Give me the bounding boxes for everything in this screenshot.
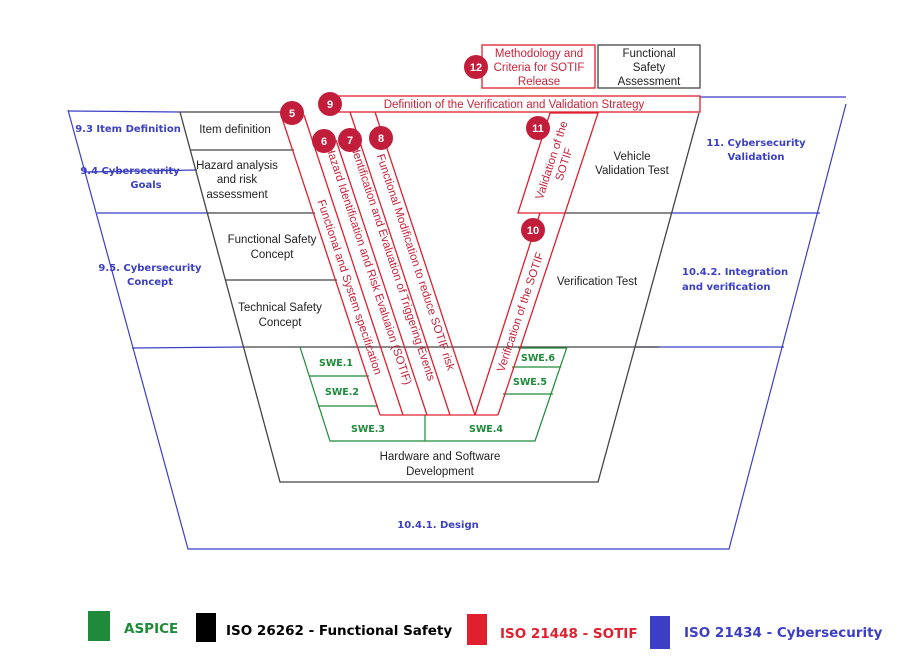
red-line — [335, 139, 428, 416]
legend: ASPICE ISO 26262 - Functional Safety ISO… — [88, 611, 883, 649]
functional-safety-frame — [179, 44, 701, 483]
legend-label-aspice: ASPICE — [124, 621, 178, 637]
legend-swatch-aspice — [88, 611, 110, 641]
badge-number: 7 — [347, 135, 353, 147]
legend-label-sotif: ISO 21448 - SOTIF — [500, 626, 638, 642]
badge-7: 7 — [338, 128, 362, 152]
swe3-label: SWE.3 — [351, 424, 385, 435]
fs-vehicle-validation-line: Validation Test — [595, 165, 670, 177]
badge-number: 5 — [289, 108, 295, 120]
fs-verification-test: Verification Test — [557, 276, 638, 288]
cs-integration-line: 10.4.2. Integration — [682, 267, 788, 278]
cs-concept-line: Concept — [127, 277, 173, 288]
red-line — [303, 114, 404, 416]
badge-number: 11 — [532, 123, 544, 135]
fsa-line: Assessment — [618, 76, 681, 88]
fs-fsc-line: Concept — [251, 249, 295, 261]
badge-number: 8 — [378, 133, 384, 145]
fs-hazard-line: Hazard analysis — [196, 160, 278, 172]
legend-label-cybersecurity: ISO 21434 - Cybersecurity — [684, 625, 883, 641]
fs-hazard-line: assessment — [206, 189, 268, 201]
aspice-frame — [299, 346, 568, 442]
sotif-badges: 5 9 6 7 8 11 10 12 — [280, 55, 550, 242]
cybersecurity-frame — [67, 96, 847, 550]
sotif-12-label-line: Criteria for SOTIF — [494, 62, 585, 74]
badge-11: 11 — [526, 116, 550, 140]
legend-swatch-sotif — [467, 614, 487, 645]
legend-swatch-iso26262 — [196, 613, 216, 642]
blue-outline — [67, 103, 847, 550]
sotif-12-label-line: Methodology and — [495, 48, 583, 60]
red-line — [374, 111, 476, 416]
cs-goals-line: 9.4 Cybersecurity — [80, 166, 180, 177]
sotif-12-label-line: Release — [518, 76, 560, 88]
badge-9: 9 — [318, 92, 342, 116]
red-line — [280, 114, 381, 416]
validation-strip — [517, 112, 599, 214]
badge-number: 9 — [327, 99, 333, 111]
swe4-label: SWE.4 — [469, 424, 503, 435]
badge-number: 12 — [470, 62, 482, 74]
blue-line — [131, 346, 246, 349]
cs-design: 10.4.1. Design — [397, 520, 478, 531]
badge-8: 8 — [369, 126, 393, 150]
swe5-label: SWE.5 — [513, 377, 547, 388]
swe2-label: SWE.2 — [325, 387, 359, 398]
red-line — [497, 212, 566, 416]
fs-item-definition: Item definition — [199, 124, 271, 136]
fs-vehicle-validation-line: Vehicle — [613, 151, 650, 163]
cs-item-definition: 9.3 Item Definition — [75, 124, 181, 135]
swe1-label: SWE.1 — [319, 358, 353, 369]
black-outline — [179, 111, 700, 483]
fs-tsc-line: Technical Safety — [238, 302, 322, 314]
cs-concept-line: 9.5. Cybersecurity — [98, 263, 202, 274]
fsa-line: Safety — [633, 62, 666, 74]
legend-label-iso26262: ISO 26262 - Functional Safety — [226, 623, 452, 639]
red-line — [349, 111, 451, 416]
badge-12: 12 — [464, 55, 488, 79]
badge-number: 6 — [321, 136, 327, 148]
badge-10: 10 — [521, 218, 545, 242]
fs-fsc-line: Functional Safety — [228, 234, 317, 246]
fs-hw-sw-line: Hardware and Software — [380, 451, 501, 463]
fs-hw-sw-line: Development — [406, 466, 475, 478]
legend-swatch-cybersecurity — [650, 616, 670, 649]
cs-integration-line: and verification — [682, 282, 770, 293]
cs-validation-line: 11. Cybersecurity — [706, 138, 806, 149]
badge-number: 10 — [527, 225, 539, 237]
blue-line — [67, 110, 181, 113]
swe6-label: SWE.6 — [521, 353, 555, 364]
blue-line — [83, 169, 198, 173]
fs-hazard-line: and risk — [217, 174, 258, 186]
badge-5: 5 — [280, 101, 304, 125]
red-line — [474, 212, 541, 416]
cs-goals-line: Goals — [130, 180, 161, 191]
fsa-box — [597, 44, 701, 89]
badge-6: 6 — [312, 129, 336, 153]
sotif-9-label: Definition of the Verification and Valid… — [384, 99, 645, 111]
fs-tsc-line: Concept — [259, 317, 303, 329]
cs-validation-line: Validation — [728, 152, 785, 163]
fsa-line: Functional — [622, 48, 675, 60]
